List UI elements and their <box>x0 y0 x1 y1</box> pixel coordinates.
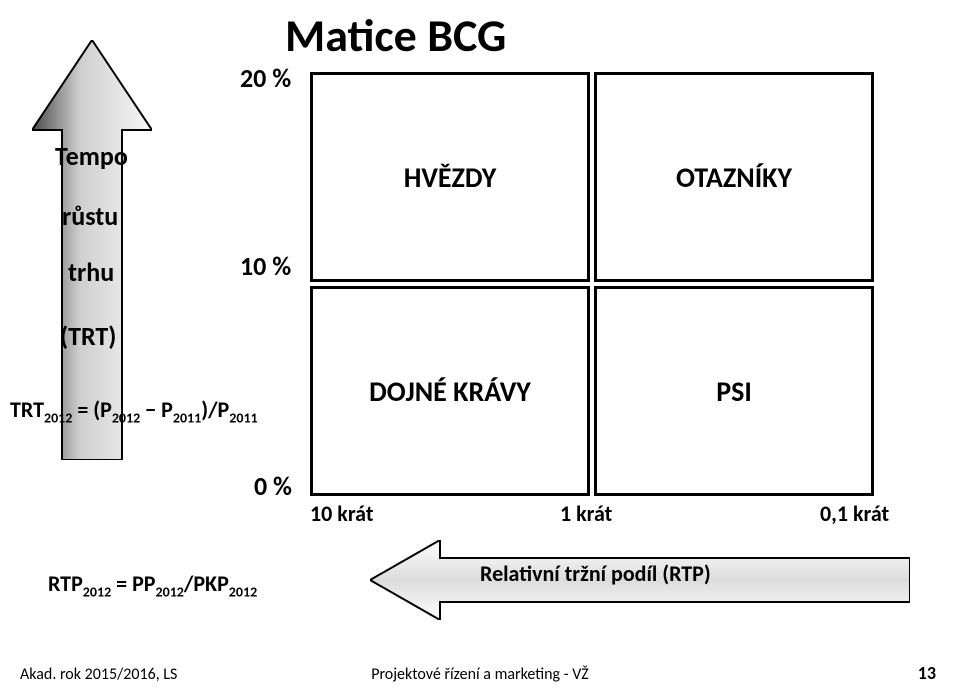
y-tick-bottom: 0 % <box>254 470 292 502</box>
y-label-trhu: trhu <box>68 256 114 288</box>
cell-dogs: PSI <box>594 286 874 496</box>
y-tick-top: 20 % <box>240 62 291 94</box>
footer-center: Projektové řízení a marketing - VŽ <box>0 665 960 684</box>
y-label-tempo: Tempo <box>55 140 128 172</box>
x-axis-label: Relativní tržní podíl (RTP) <box>480 560 711 587</box>
y-label-rustu: růstu <box>62 200 118 232</box>
bcg-matrix: HVĚZDY OTAZNÍKY DOJNÉ KRÁVY PSI <box>310 72 870 492</box>
y-label-trt: (TRT) <box>60 320 116 352</box>
x-axis-formula: RTP2012 = PP2012/PKP2012 <box>48 570 257 600</box>
footer-page: 13 <box>918 662 936 684</box>
x-tick-left: 10 krát <box>310 500 373 527</box>
x-tick-right: 0,1 krát <box>820 500 889 527</box>
cell-stars: HVĚZDY <box>310 72 590 282</box>
page-title: Matice BCG <box>285 8 506 64</box>
x-tick-mid: 1 krát <box>560 500 612 527</box>
y-tick-mid: 10 % <box>240 250 291 282</box>
y-axis-formula: TRT2012 = (P2012 − P2011)/P2011 <box>10 396 258 426</box>
cell-question: OTAZNÍKY <box>594 72 874 282</box>
cell-cash-cows: DOJNÉ KRÁVY <box>310 286 590 496</box>
